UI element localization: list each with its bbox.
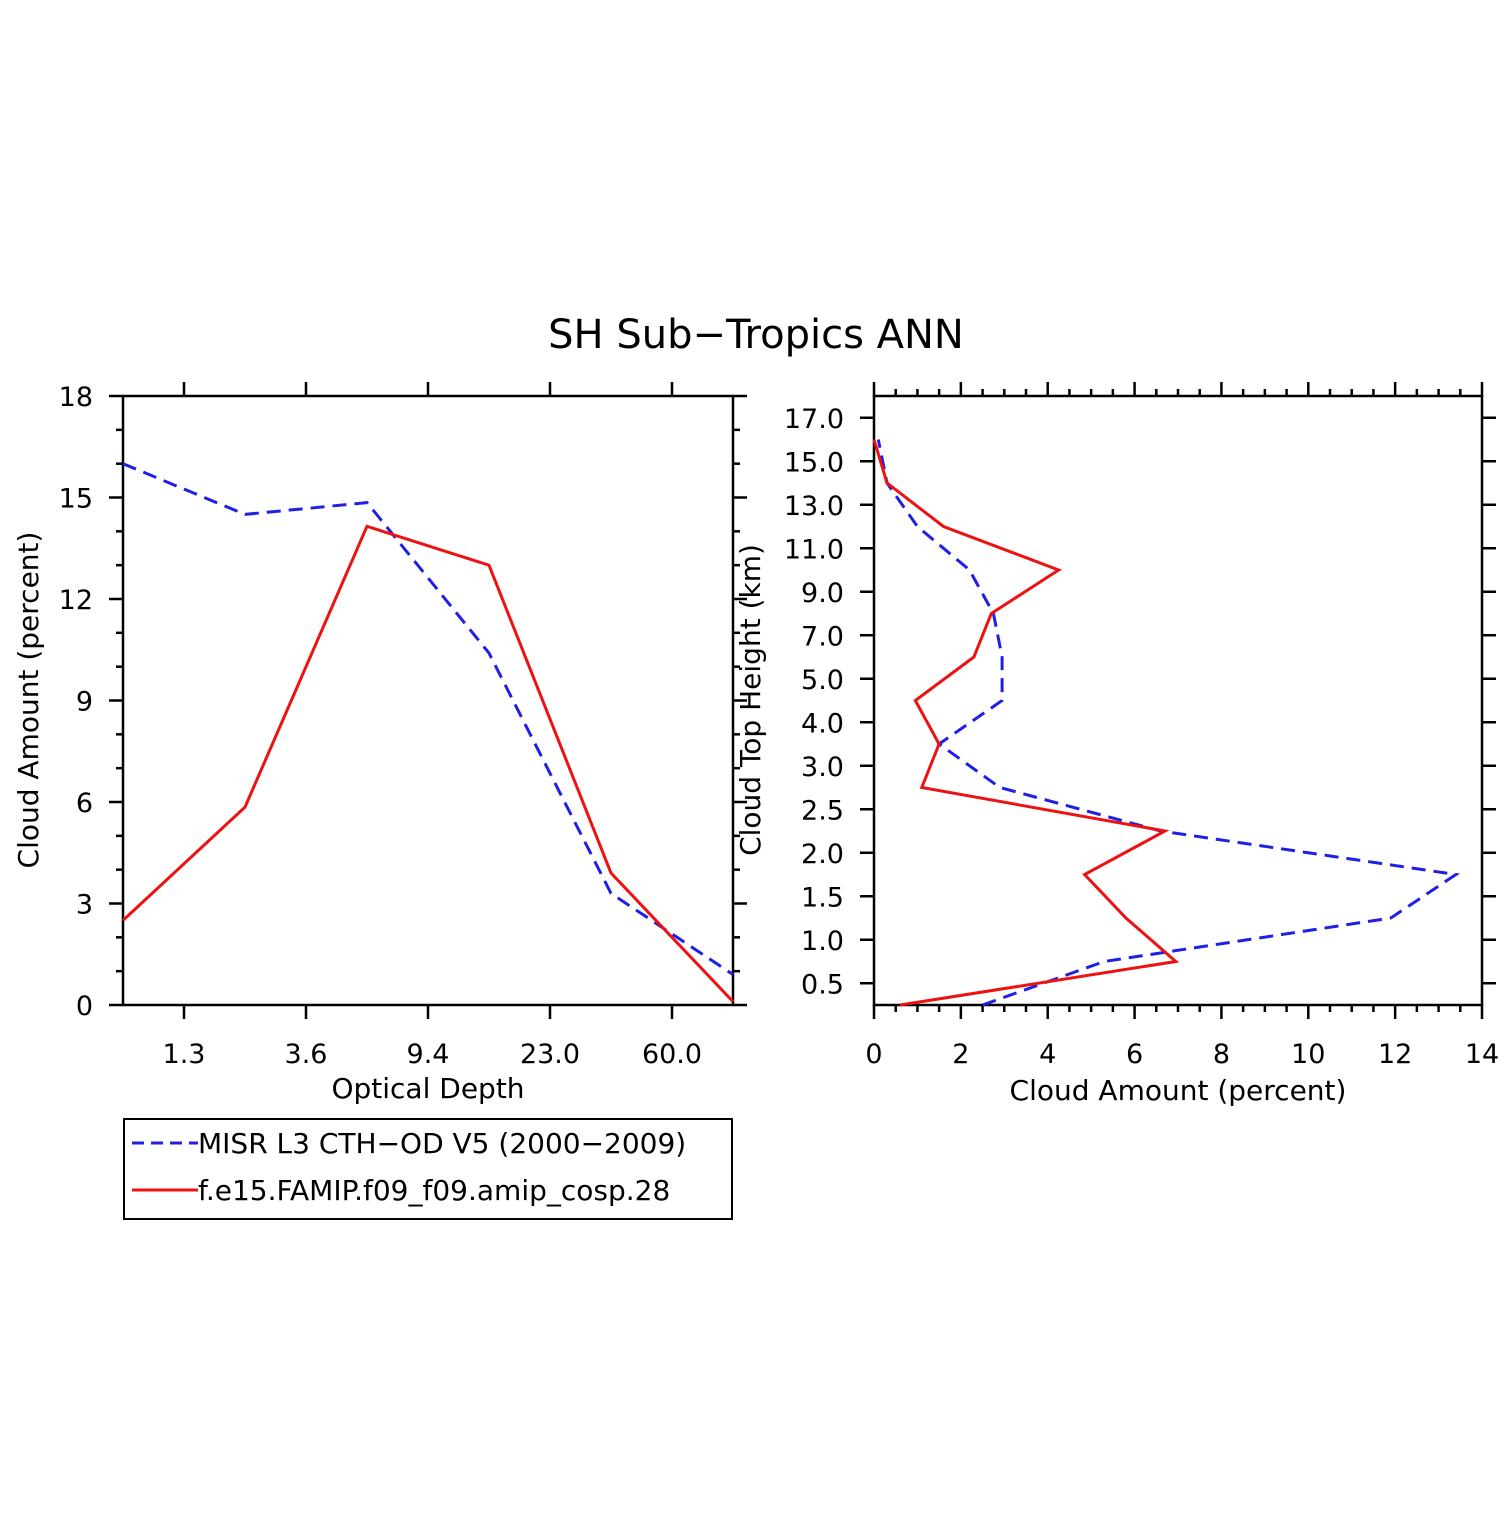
legend-label-model: f.e15.FAMIP.f09_f09.amip_cosp.28 <box>198 1174 670 1207</box>
right-series-1 <box>872 439 1180 1007</box>
right-ytick-label-1: 1.0 <box>801 926 844 957</box>
right-ytick-label-11: 13.0 <box>784 491 844 522</box>
right-xtick-label-1: 2 <box>952 1039 969 1070</box>
right-ytick-label-13: 17.0 <box>784 404 844 435</box>
right-ytick-label-3: 2.0 <box>801 839 844 870</box>
left-ytick-label-1: 3 <box>76 890 93 921</box>
right-tick-labels: 0 2 4 6 8 10 12 14 0.5 1.0 1.5 2.0 2.5 3.0 4.0 5.0 7.0 9.… <box>784 404 1499 1070</box>
right-y-axis-title: Cloud Top Height (km) <box>734 544 767 856</box>
optical-depth-panel: 0 3 6 9 12 15 18 1.3 3.6 9.4 23.0 60.0 Optical Dept… <box>12 382 747 1105</box>
left-x-axis-title: Optical Depth <box>331 1072 524 1105</box>
left-y-axis-title: Cloud Amount (percent) <box>12 532 45 869</box>
left-ytick-label-0: 0 <box>76 991 93 1022</box>
left-series-lines <box>121 462 735 1003</box>
right-ytick-label-6: 4.0 <box>801 708 844 739</box>
cloud-top-height-panel: 0 2 4 6 8 10 12 14 0.5 1.0 1.5 2.0 2.5 3.0 4.0 5.0 7.0 9.… <box>734 382 1499 1107</box>
right-xtick-label-5: 10 <box>1291 1039 1325 1070</box>
left-tick-marks <box>109 382 747 1019</box>
legend-label-misr: MISR L3 CTH−OD V5 (2000−2009) <box>198 1127 686 1160</box>
left-series-1 <box>121 524 735 1003</box>
left-xtick-label-0: 1.3 <box>163 1039 206 1070</box>
right-xtick-label-0: 0 <box>865 1039 882 1070</box>
left-ytick-label-4: 12 <box>59 585 93 616</box>
right-ytick-label-12: 15.0 <box>784 447 844 478</box>
right-ytick-label-10: 11.0 <box>784 534 844 565</box>
right-xtick-label-7: 14 <box>1465 1039 1499 1070</box>
right-ytick-label-0: 0.5 <box>801 969 844 1000</box>
right-ytick-label-4: 2.5 <box>801 795 844 826</box>
right-xtick-label-6: 12 <box>1378 1039 1412 1070</box>
left-ytick-label-2: 6 <box>76 788 93 819</box>
right-ytick-label-7: 5.0 <box>801 665 844 696</box>
left-ytick-label-3: 9 <box>76 687 93 718</box>
right-series-lines <box>872 439 1460 1007</box>
legend-box <box>123 1118 733 1220</box>
left-ytick-label-6: 18 <box>59 382 93 413</box>
left-xtick-label-4: 60.0 <box>642 1039 702 1070</box>
right-xtick-label-4: 8 <box>1213 1039 1230 1070</box>
legend: MISR L3 CTH−OD V5 (2000−2009) f.e15.FAMI… <box>123 1118 733 1220</box>
left-xtick-label-3: 23.0 <box>520 1039 580 1070</box>
right-ytick-label-2: 1.5 <box>801 882 844 913</box>
left-ytick-label-5: 15 <box>59 484 93 515</box>
right-series-0 <box>876 439 1460 1007</box>
right-xtick-label-3: 6 <box>1126 1039 1143 1070</box>
figure-title: SH Sub−Tropics ANN <box>548 312 964 358</box>
left-series-0 <box>122 462 734 976</box>
left-xtick-label-1: 3.6 <box>285 1039 328 1070</box>
right-xtick-label-2: 4 <box>1039 1039 1056 1070</box>
right-ytick-label-9: 9.0 <box>801 578 844 609</box>
right-ytick-label-5: 3.0 <box>801 752 844 783</box>
right-plot-frame <box>872 394 1484 1007</box>
left-tick-labels: 0 3 6 9 12 15 18 1.3 3.6 9.4 23.0 60.0 <box>59 382 702 1070</box>
left-xtick-label-2: 9.4 <box>407 1039 450 1070</box>
right-tick-marks <box>860 382 1496 1019</box>
right-x-axis-title: Cloud Amount (percent) <box>1010 1074 1347 1107</box>
right-ytick-label-8: 7.0 <box>801 621 844 652</box>
